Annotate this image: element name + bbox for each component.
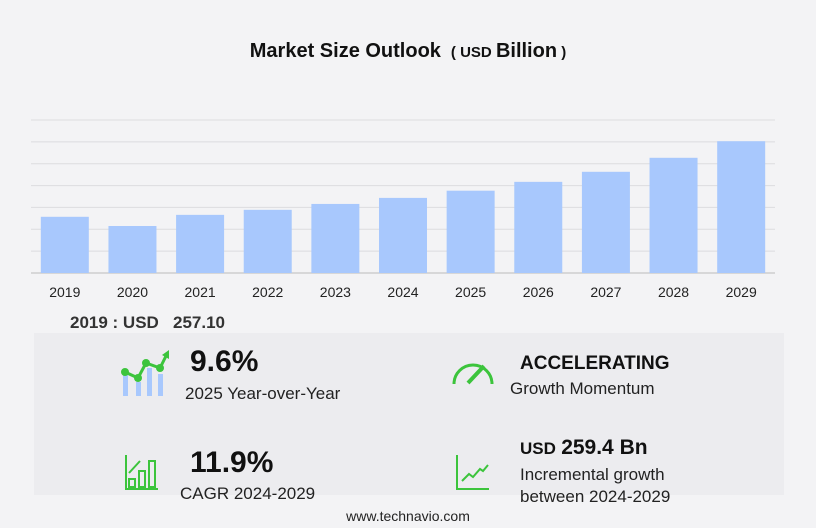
incremental-label-1: Incremental growth xyxy=(520,465,665,484)
title-unit: ( USD Billion ) xyxy=(450,40,567,62)
x-tick-label: 2025 xyxy=(455,284,486,300)
unit-text: Billion xyxy=(495,40,558,62)
base-year-number: 257.10 xyxy=(173,313,225,332)
x-tick-label: 2029 xyxy=(726,284,757,300)
bar-chart: 2019 2020 2021 2022 2023 2024 2025 2026 2027 2028… xyxy=(31,119,775,300)
trend-line-icon xyxy=(456,455,489,490)
incremental-prefix: USD xyxy=(520,439,556,458)
bar-2021 xyxy=(176,214,225,273)
x-tick-label: 2027 xyxy=(590,284,621,300)
bar-2025 xyxy=(446,190,495,273)
bar-2028 xyxy=(649,157,698,273)
title-text: Market Size Outlook xyxy=(249,40,441,62)
x-tick-label: 2024 xyxy=(387,284,418,300)
bar-2022 xyxy=(243,209,292,273)
incremental-label-2: between 2024-2029 xyxy=(520,487,671,506)
x-tick-label: 2021 xyxy=(185,284,216,300)
cagr-label: CAGR 2024-2029 xyxy=(180,484,316,503)
incremental-number: 259.4 Bn xyxy=(561,436,648,459)
bar-2029 xyxy=(717,141,766,273)
x-tick-label: 2020 xyxy=(117,284,148,300)
bar-2019 xyxy=(40,216,89,273)
x-tick-label: 2023 xyxy=(320,284,351,300)
cagr-value: 11.9% xyxy=(190,446,274,479)
bar-2023 xyxy=(311,203,360,273)
bar-2026 xyxy=(514,181,563,273)
footer-url[interactable]: www.technavio.com xyxy=(346,508,470,524)
x-tick-label: 2026 xyxy=(523,284,554,300)
chart-title: Market Size Outlook ( USD Billion ) xyxy=(0,40,816,63)
incremental-value: USD 259.4 Bn xyxy=(520,436,648,460)
speedometer-icon xyxy=(452,363,494,385)
unit-prefix: USD xyxy=(460,44,492,61)
momentum-label: Growth Momentum xyxy=(510,379,655,398)
base-year-label: 2019 : USD xyxy=(70,313,159,332)
yoy-value: 9.6% xyxy=(190,345,259,378)
growth-chart-icon xyxy=(121,350,169,396)
stats-panel xyxy=(34,333,784,495)
bar-2027 xyxy=(581,171,630,273)
bar-2020 xyxy=(108,226,157,273)
x-tick-label: 2022 xyxy=(252,284,283,300)
x-tick-label: 2028 xyxy=(658,284,689,300)
momentum-value: ACCELERATING xyxy=(520,353,670,374)
bar-2024 xyxy=(379,197,427,273)
x-tick-label: 2019 xyxy=(49,284,80,300)
yoy-label: 2025 Year-over-Year xyxy=(185,384,341,403)
bar-growth-icon xyxy=(125,455,158,490)
base-year-value: 2019 : USD 257.10 xyxy=(70,313,225,333)
